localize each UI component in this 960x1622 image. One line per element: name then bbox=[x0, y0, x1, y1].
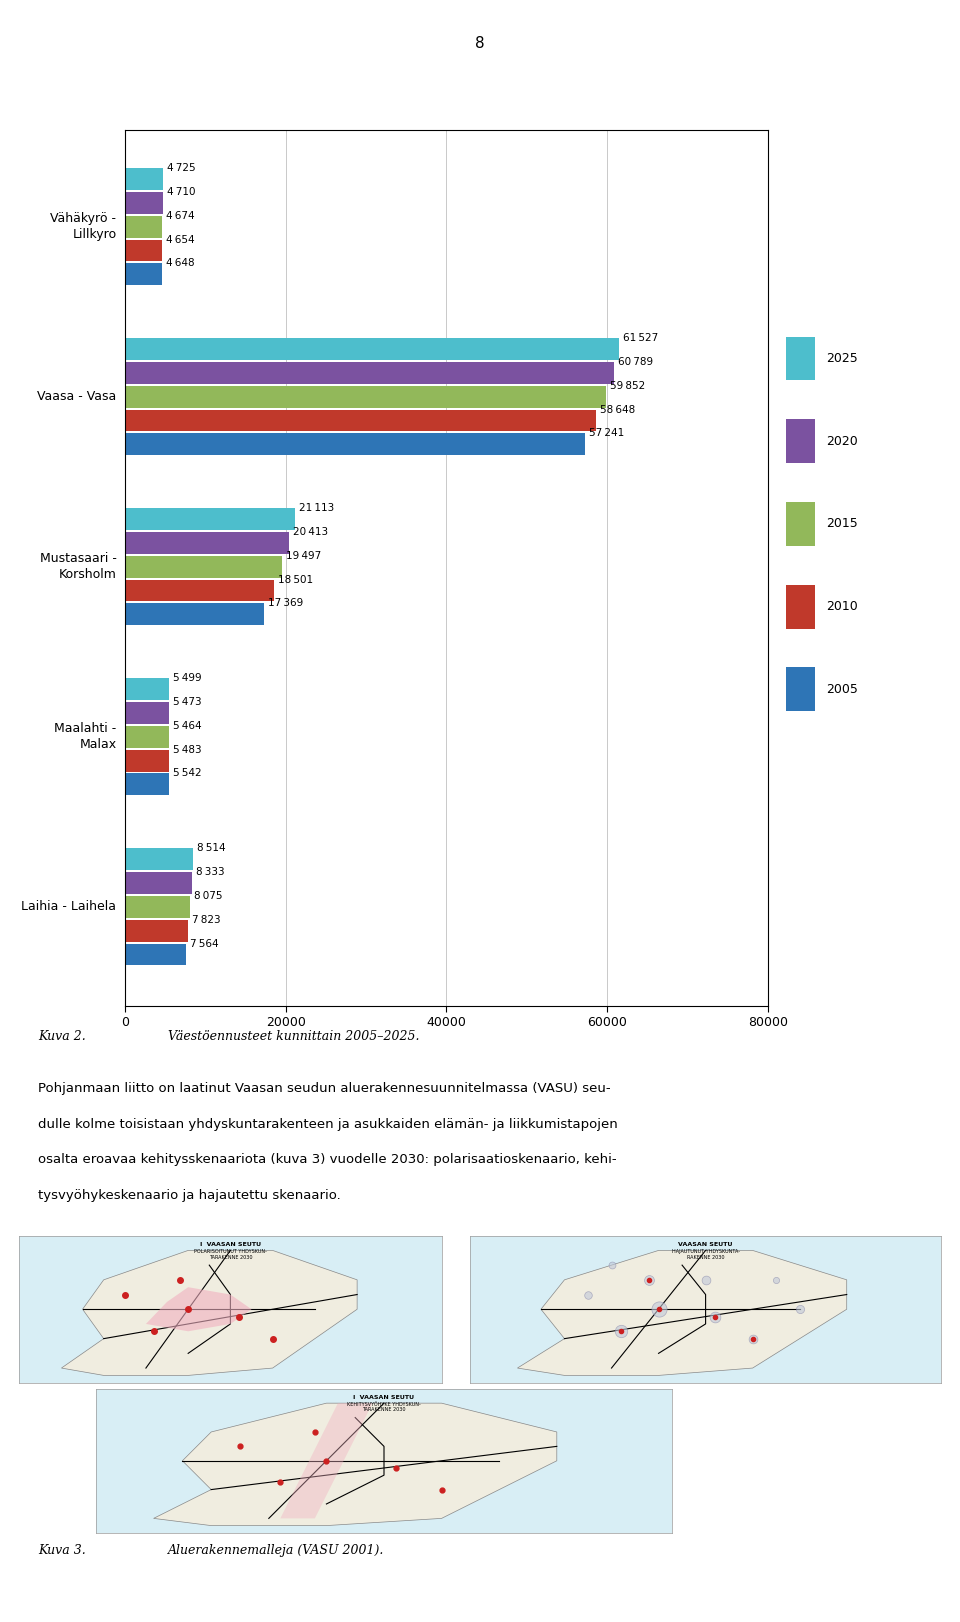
Text: TARAKENNE 2030: TARAKENNE 2030 bbox=[208, 1255, 252, 1260]
Point bbox=[604, 1252, 619, 1278]
Text: HAJAUTUNUT YHDYSKUNTA-: HAJAUTUNUT YHDYSKUNTA- bbox=[672, 1249, 739, 1254]
Polygon shape bbox=[154, 1403, 557, 1526]
Text: 58 648: 58 648 bbox=[600, 404, 636, 415]
Text: 8 514: 8 514 bbox=[197, 843, 226, 853]
Bar bbox=[125, 678, 169, 701]
Text: 19 497: 19 497 bbox=[285, 551, 321, 561]
Polygon shape bbox=[146, 1288, 252, 1332]
Text: 5 542: 5 542 bbox=[174, 769, 202, 779]
Bar bbox=[125, 433, 585, 456]
Point bbox=[641, 1267, 657, 1293]
Bar bbox=[125, 848, 193, 871]
Bar bbox=[125, 727, 169, 748]
FancyBboxPatch shape bbox=[785, 586, 815, 629]
Bar bbox=[125, 603, 264, 624]
Point bbox=[708, 1304, 723, 1330]
Text: 5 464: 5 464 bbox=[173, 720, 202, 732]
Bar bbox=[125, 944, 185, 965]
Point bbox=[613, 1319, 629, 1345]
Text: 4 710: 4 710 bbox=[167, 187, 195, 196]
Bar bbox=[125, 749, 169, 772]
Bar bbox=[125, 339, 619, 360]
FancyBboxPatch shape bbox=[785, 668, 815, 710]
Bar bbox=[125, 579, 274, 602]
Text: 2025: 2025 bbox=[827, 352, 858, 365]
Text: Pohjanmaan liitto on laatinut Vaasan seudun aluerakennesuunnitelmassa (VASU) seu: Pohjanmaan liitto on laatinut Vaasan seu… bbox=[38, 1082, 611, 1095]
Point bbox=[792, 1296, 807, 1322]
Bar bbox=[125, 532, 289, 555]
Text: RAKENNE 2030: RAKENNE 2030 bbox=[686, 1255, 725, 1260]
Text: 4 725: 4 725 bbox=[167, 164, 196, 174]
Text: osalta eroavaa kehitysskenaariota (kuva 3) vuodelle 2030: polarisaatioskenaario,: osalta eroavaa kehitysskenaariota (kuva … bbox=[38, 1153, 617, 1166]
Bar bbox=[125, 873, 192, 894]
Text: 61 527: 61 527 bbox=[623, 333, 659, 344]
Polygon shape bbox=[280, 1403, 372, 1518]
Text: 4 654: 4 654 bbox=[166, 235, 195, 245]
Text: tysvyöhykeskenaario ja hajautettu skenaario.: tysvyöhykeskenaario ja hajautettu skenaa… bbox=[38, 1189, 341, 1202]
Text: 8 075: 8 075 bbox=[194, 890, 223, 900]
Bar bbox=[125, 240, 162, 261]
Bar bbox=[125, 191, 162, 214]
Text: I  VAASAN SEUTU: I VAASAN SEUTU bbox=[353, 1395, 415, 1400]
Text: 2005: 2005 bbox=[827, 683, 858, 696]
Text: 17 369: 17 369 bbox=[269, 599, 303, 608]
Point bbox=[745, 1325, 760, 1351]
Bar bbox=[125, 410, 596, 431]
Text: 60 789: 60 789 bbox=[617, 357, 653, 367]
Bar bbox=[125, 556, 281, 577]
Text: 8: 8 bbox=[475, 36, 485, 50]
Text: 2020: 2020 bbox=[827, 435, 858, 448]
Bar bbox=[125, 263, 162, 285]
Point bbox=[698, 1267, 713, 1293]
Point bbox=[580, 1281, 595, 1307]
Text: 5 499: 5 499 bbox=[173, 673, 202, 683]
Bar bbox=[125, 702, 169, 723]
Point bbox=[651, 1296, 666, 1322]
Text: Kuva 3.: Kuva 3. bbox=[38, 1544, 86, 1557]
Text: 8 333: 8 333 bbox=[196, 868, 225, 878]
Text: 21 113: 21 113 bbox=[299, 503, 334, 513]
Text: TARAKENNE 2030: TARAKENNE 2030 bbox=[362, 1408, 406, 1413]
Text: 2010: 2010 bbox=[827, 600, 858, 613]
Text: 59 852: 59 852 bbox=[610, 381, 645, 391]
Text: 7 823: 7 823 bbox=[192, 915, 221, 925]
Text: dulle kolme toisistaan yhdyskuntarakenteen ja asukkaiden elämän- ja liikkumistap: dulle kolme toisistaan yhdyskuntarakente… bbox=[38, 1118, 618, 1131]
Text: 20 413: 20 413 bbox=[293, 527, 328, 537]
Text: KEHITYSVYÖHYKE YHDYSKUN-: KEHITYSVYÖHYKE YHDYSKUN- bbox=[348, 1401, 420, 1406]
Polygon shape bbox=[517, 1251, 847, 1375]
Text: 5 473: 5 473 bbox=[173, 697, 202, 707]
FancyBboxPatch shape bbox=[785, 503, 815, 545]
Bar bbox=[125, 362, 613, 384]
Text: Aluerakennemalleja (VASU 2001).: Aluerakennemalleja (VASU 2001). bbox=[168, 1544, 384, 1557]
Bar bbox=[125, 920, 188, 942]
Text: I  VAASAN SEUTU: I VAASAN SEUTU bbox=[200, 1241, 261, 1247]
Bar bbox=[125, 774, 169, 795]
Text: POLARISOITUNUT YHDYSKUN-: POLARISOITUNUT YHDYSKUN- bbox=[194, 1249, 267, 1254]
Bar bbox=[125, 895, 190, 918]
Bar bbox=[125, 508, 295, 530]
Polygon shape bbox=[61, 1251, 357, 1375]
Text: 57 241: 57 241 bbox=[589, 428, 624, 438]
Text: VAASAN SEUTU: VAASAN SEUTU bbox=[679, 1241, 732, 1247]
Text: 2015: 2015 bbox=[827, 517, 858, 530]
Text: Väestöennusteet kunnittain 2005–2025.: Väestöennusteet kunnittain 2005–2025. bbox=[168, 1030, 420, 1043]
FancyBboxPatch shape bbox=[785, 420, 815, 464]
Text: 4 648: 4 648 bbox=[166, 258, 195, 268]
Text: 5 483: 5 483 bbox=[173, 744, 202, 754]
Text: 4 674: 4 674 bbox=[166, 211, 195, 221]
Bar bbox=[125, 386, 606, 407]
Bar bbox=[125, 216, 162, 237]
Bar bbox=[125, 169, 163, 190]
Point bbox=[768, 1267, 783, 1293]
FancyBboxPatch shape bbox=[785, 336, 815, 380]
Text: 7 564: 7 564 bbox=[190, 939, 218, 949]
Text: Kuva 2.: Kuva 2. bbox=[38, 1030, 86, 1043]
Text: 18 501: 18 501 bbox=[277, 574, 313, 584]
